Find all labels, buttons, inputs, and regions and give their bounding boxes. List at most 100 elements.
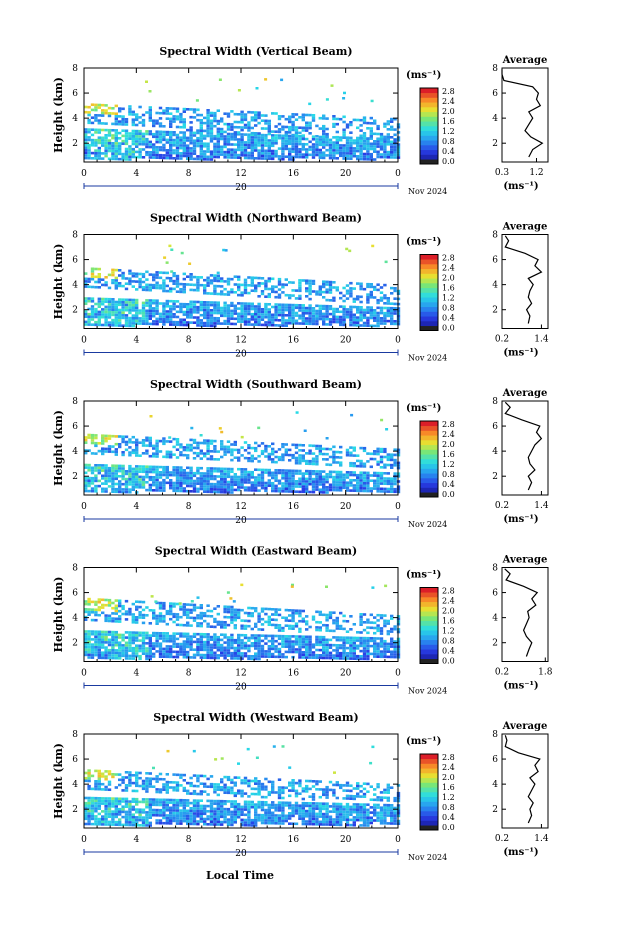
data-cell [135, 142, 139, 146]
heatmap-cells [84, 244, 401, 328]
data-cell [216, 488, 220, 491]
data-cell [356, 305, 360, 309]
data-cell [189, 152, 193, 155]
data-cell [189, 134, 193, 137]
data-cell [206, 124, 210, 128]
data-cell [291, 456, 295, 460]
data-cell [169, 125, 173, 128]
data-cell [318, 143, 322, 147]
data-cell [281, 125, 285, 129]
data-cell [101, 103, 105, 107]
data-cell [131, 137, 135, 141]
data-cell [311, 156, 316, 159]
data-cell [97, 275, 101, 279]
data-cell [141, 600, 146, 604]
data-cell [230, 491, 234, 494]
data-cell [111, 324, 115, 327]
data-cell [199, 152, 203, 156]
data-cell [162, 133, 166, 136]
data-cell [281, 484, 285, 488]
data-cell [220, 633, 224, 636]
data-cell [291, 642, 295, 646]
data-cell [315, 143, 319, 146]
data-cell [237, 120, 241, 124]
data-cell [315, 626, 319, 629]
data-cell [223, 448, 227, 451]
data-cell [260, 473, 265, 477]
data-cell [114, 305, 118, 309]
data-cell [237, 633, 241, 637]
data-cell [267, 639, 271, 643]
data-cell [121, 469, 125, 473]
data-cell [284, 650, 288, 654]
data-cell [114, 152, 118, 156]
data-cell [240, 627, 244, 630]
data-cell [138, 644, 142, 648]
data-cell [216, 467, 220, 470]
data-cell [131, 657, 135, 660]
data-cell [169, 287, 173, 290]
data-cell [189, 603, 193, 607]
data-cell [233, 618, 237, 622]
data-cell [131, 123, 135, 127]
data-cell [267, 127, 271, 131]
data-cell [379, 637, 384, 640]
data-cell [366, 158, 370, 161]
data-cell [332, 475, 336, 479]
data-cell [206, 114, 210, 117]
data-cell [124, 599, 129, 603]
data-cell [233, 153, 237, 157]
data-cell [267, 295, 271, 299]
data-cell [175, 320, 180, 324]
colorbar-bin [420, 159, 438, 165]
data-cell [339, 483, 343, 487]
data-cell [158, 489, 163, 492]
data-cell [240, 470, 244, 474]
data-cell [141, 465, 146, 468]
data-cell [131, 113, 135, 116]
data-cell [189, 443, 193, 447]
data-cell [393, 655, 397, 659]
data-cell [254, 323, 258, 326]
data-cell [271, 647, 275, 651]
data-cell [162, 455, 166, 459]
data-cell [288, 303, 292, 307]
data-cell [90, 133, 95, 137]
data-cell [281, 324, 285, 327]
data-cell [257, 284, 261, 288]
data-cell [288, 150, 292, 153]
data-cell [199, 653, 203, 657]
data-cell [87, 600, 91, 603]
data-cell [141, 639, 146, 642]
data-cell [226, 448, 231, 451]
data-cell [118, 144, 122, 148]
colorbar-bin [420, 145, 438, 151]
data-cell [254, 320, 258, 324]
data-cell [169, 290, 173, 293]
data-cell [114, 442, 118, 446]
data-cell [213, 445, 217, 448]
data-cell [162, 632, 166, 635]
data-cell [308, 290, 312, 293]
data-cell [233, 309, 237, 313]
data-cell [196, 616, 200, 620]
data-cell [196, 118, 200, 122]
data-cell [172, 302, 176, 306]
data-cell [135, 288, 139, 291]
data-cell [152, 634, 156, 637]
data-cell [254, 305, 258, 308]
data-cell [84, 441, 88, 444]
data-cell [328, 463, 333, 467]
data-cell [335, 475, 339, 479]
data-cell [196, 645, 200, 649]
data-cell [342, 120, 346, 124]
data-cell [359, 474, 363, 477]
data-cell [267, 615, 271, 619]
data-cell [216, 311, 220, 315]
data-cell [124, 472, 129, 476]
data-cell [213, 651, 217, 655]
data-cell [250, 627, 254, 631]
colorbar-unit: (ms⁻¹) [406, 70, 441, 81]
data-cell [318, 472, 322, 476]
data-cell [189, 479, 193, 483]
